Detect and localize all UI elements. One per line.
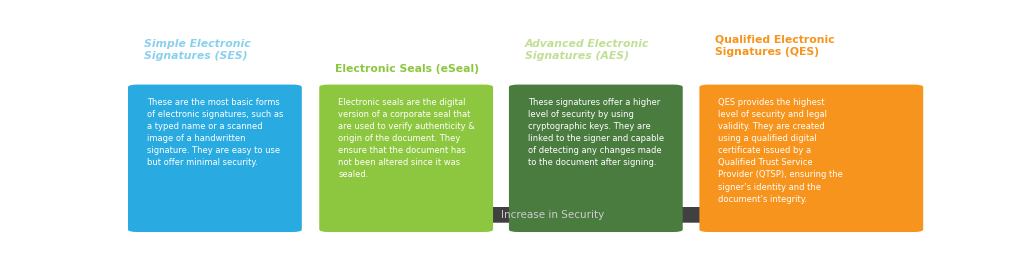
- Text: Increase in Security: Increase in Security: [501, 210, 604, 220]
- Text: QES provides the highest
level of security and legal
validity. They are created
: QES provides the highest level of securi…: [719, 98, 844, 204]
- FancyArrow shape: [323, 197, 818, 232]
- Text: Advanced Electronic
Signatures (AES): Advanced Electronic Signatures (AES): [524, 39, 649, 61]
- FancyBboxPatch shape: [128, 85, 302, 232]
- Text: Electronic Seals (eSeal): Electronic Seals (eSeal): [335, 64, 479, 74]
- Text: Qualified Electronic
Signatures (QES): Qualified Electronic Signatures (QES): [715, 35, 835, 57]
- Text: These are the most basic forms
of electronic signatures, such as
a typed name or: These are the most basic forms of electr…: [147, 98, 284, 167]
- FancyBboxPatch shape: [699, 85, 924, 232]
- FancyBboxPatch shape: [509, 85, 683, 232]
- FancyBboxPatch shape: [319, 85, 494, 232]
- Text: Simple Electronic
Signatures (SES): Simple Electronic Signatures (SES): [143, 39, 251, 61]
- Text: These signatures offer a higher
level of security by using
cryptographic keys. T: These signatures offer a higher level of…: [528, 98, 665, 167]
- Text: Electronic seals are the digital
version of a corporate seal that
are used to ve: Electronic seals are the digital version…: [338, 98, 475, 180]
